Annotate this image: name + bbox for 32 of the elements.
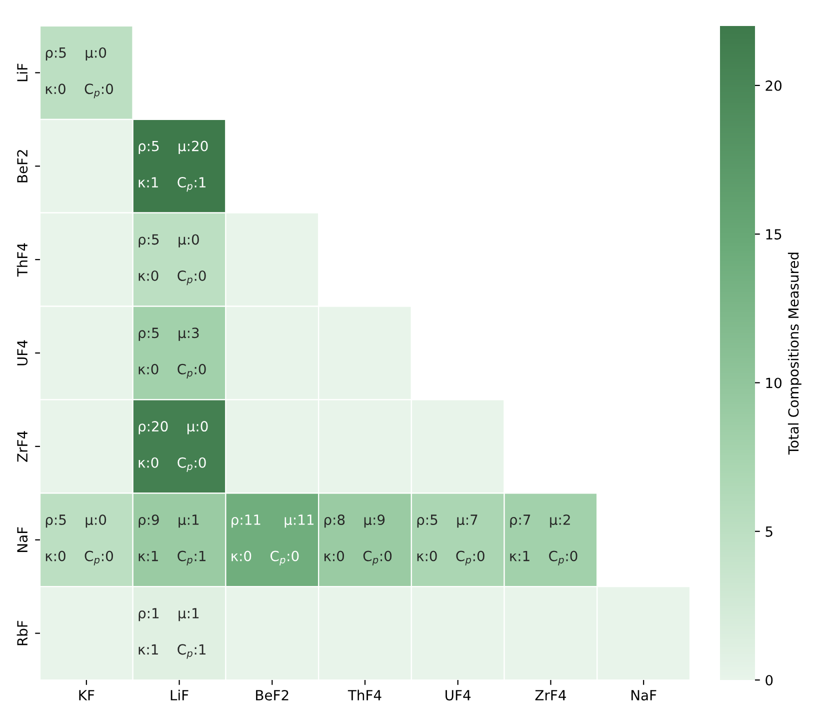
text: ρ:5 μ:20 κ:1 C$_{p}$:1 (138, 140, 208, 192)
text: ρ:5 μ:0 κ:0 C$_{p}$:0 (138, 234, 206, 286)
color-bar-label: 10 (766, 378, 782, 388)
x-tick-label: ThF4 (348, 690, 382, 700)
y-tick-label: BeF2 (17, 150, 28, 182)
y-tick-label: NaF (17, 527, 28, 552)
x-tick-label: BeF2 (256, 690, 288, 700)
text: ρ:11 μ:11 κ:0 C$_{p}$:0 (232, 514, 314, 566)
text: ρ:5 μ:7 κ:0 C$_{p}$:0 (417, 514, 484, 566)
y-tick-label: RbF (16, 620, 28, 646)
x-tick-label: NaF (631, 690, 656, 700)
x-tick-label: KF (79, 690, 94, 700)
y-tick-label: ZrF4 (17, 431, 28, 462)
text: ρ:5 μ:0 κ:0 C$_{p}$:0 (46, 514, 113, 566)
text: ρ:1 μ:1 κ:1 C$_{p}$:1 (138, 608, 206, 659)
color-bar-label: 0 (766, 674, 773, 686)
text: ρ:7 μ:2 κ:1 C$_{p}$:0 (510, 514, 578, 566)
text: ρ:5 μ:0 κ:0 C$_{p}$:0 (46, 47, 113, 98)
x-tick-label: ZrF4 (535, 690, 566, 700)
x-tick-label: UF4 (446, 690, 471, 700)
y-tick-label: UF4 (17, 340, 28, 366)
y-tick-label: LiF (16, 64, 28, 82)
text: ρ:20 μ:0 κ:0 C$_{p}$:0 (138, 421, 208, 472)
color-bar-label: 20 (766, 80, 782, 91)
text: ρ:8 μ:9 κ:0 C$_{p}$:0 (324, 514, 392, 566)
x-tick-label: LiF (170, 690, 188, 700)
color-bar-label: 5 (766, 526, 772, 537)
color-bar-label: 15 (766, 229, 782, 240)
y-tick-label: ThF4 (16, 243, 28, 277)
color-bar-title: Total Compositions Measured (788, 252, 802, 455)
text: ρ:9 μ:1 κ:1 C$_{p}$:1 (138, 514, 206, 566)
text: ρ:5 μ:3 κ:0 C$_{p}$:0 (138, 328, 206, 379)
